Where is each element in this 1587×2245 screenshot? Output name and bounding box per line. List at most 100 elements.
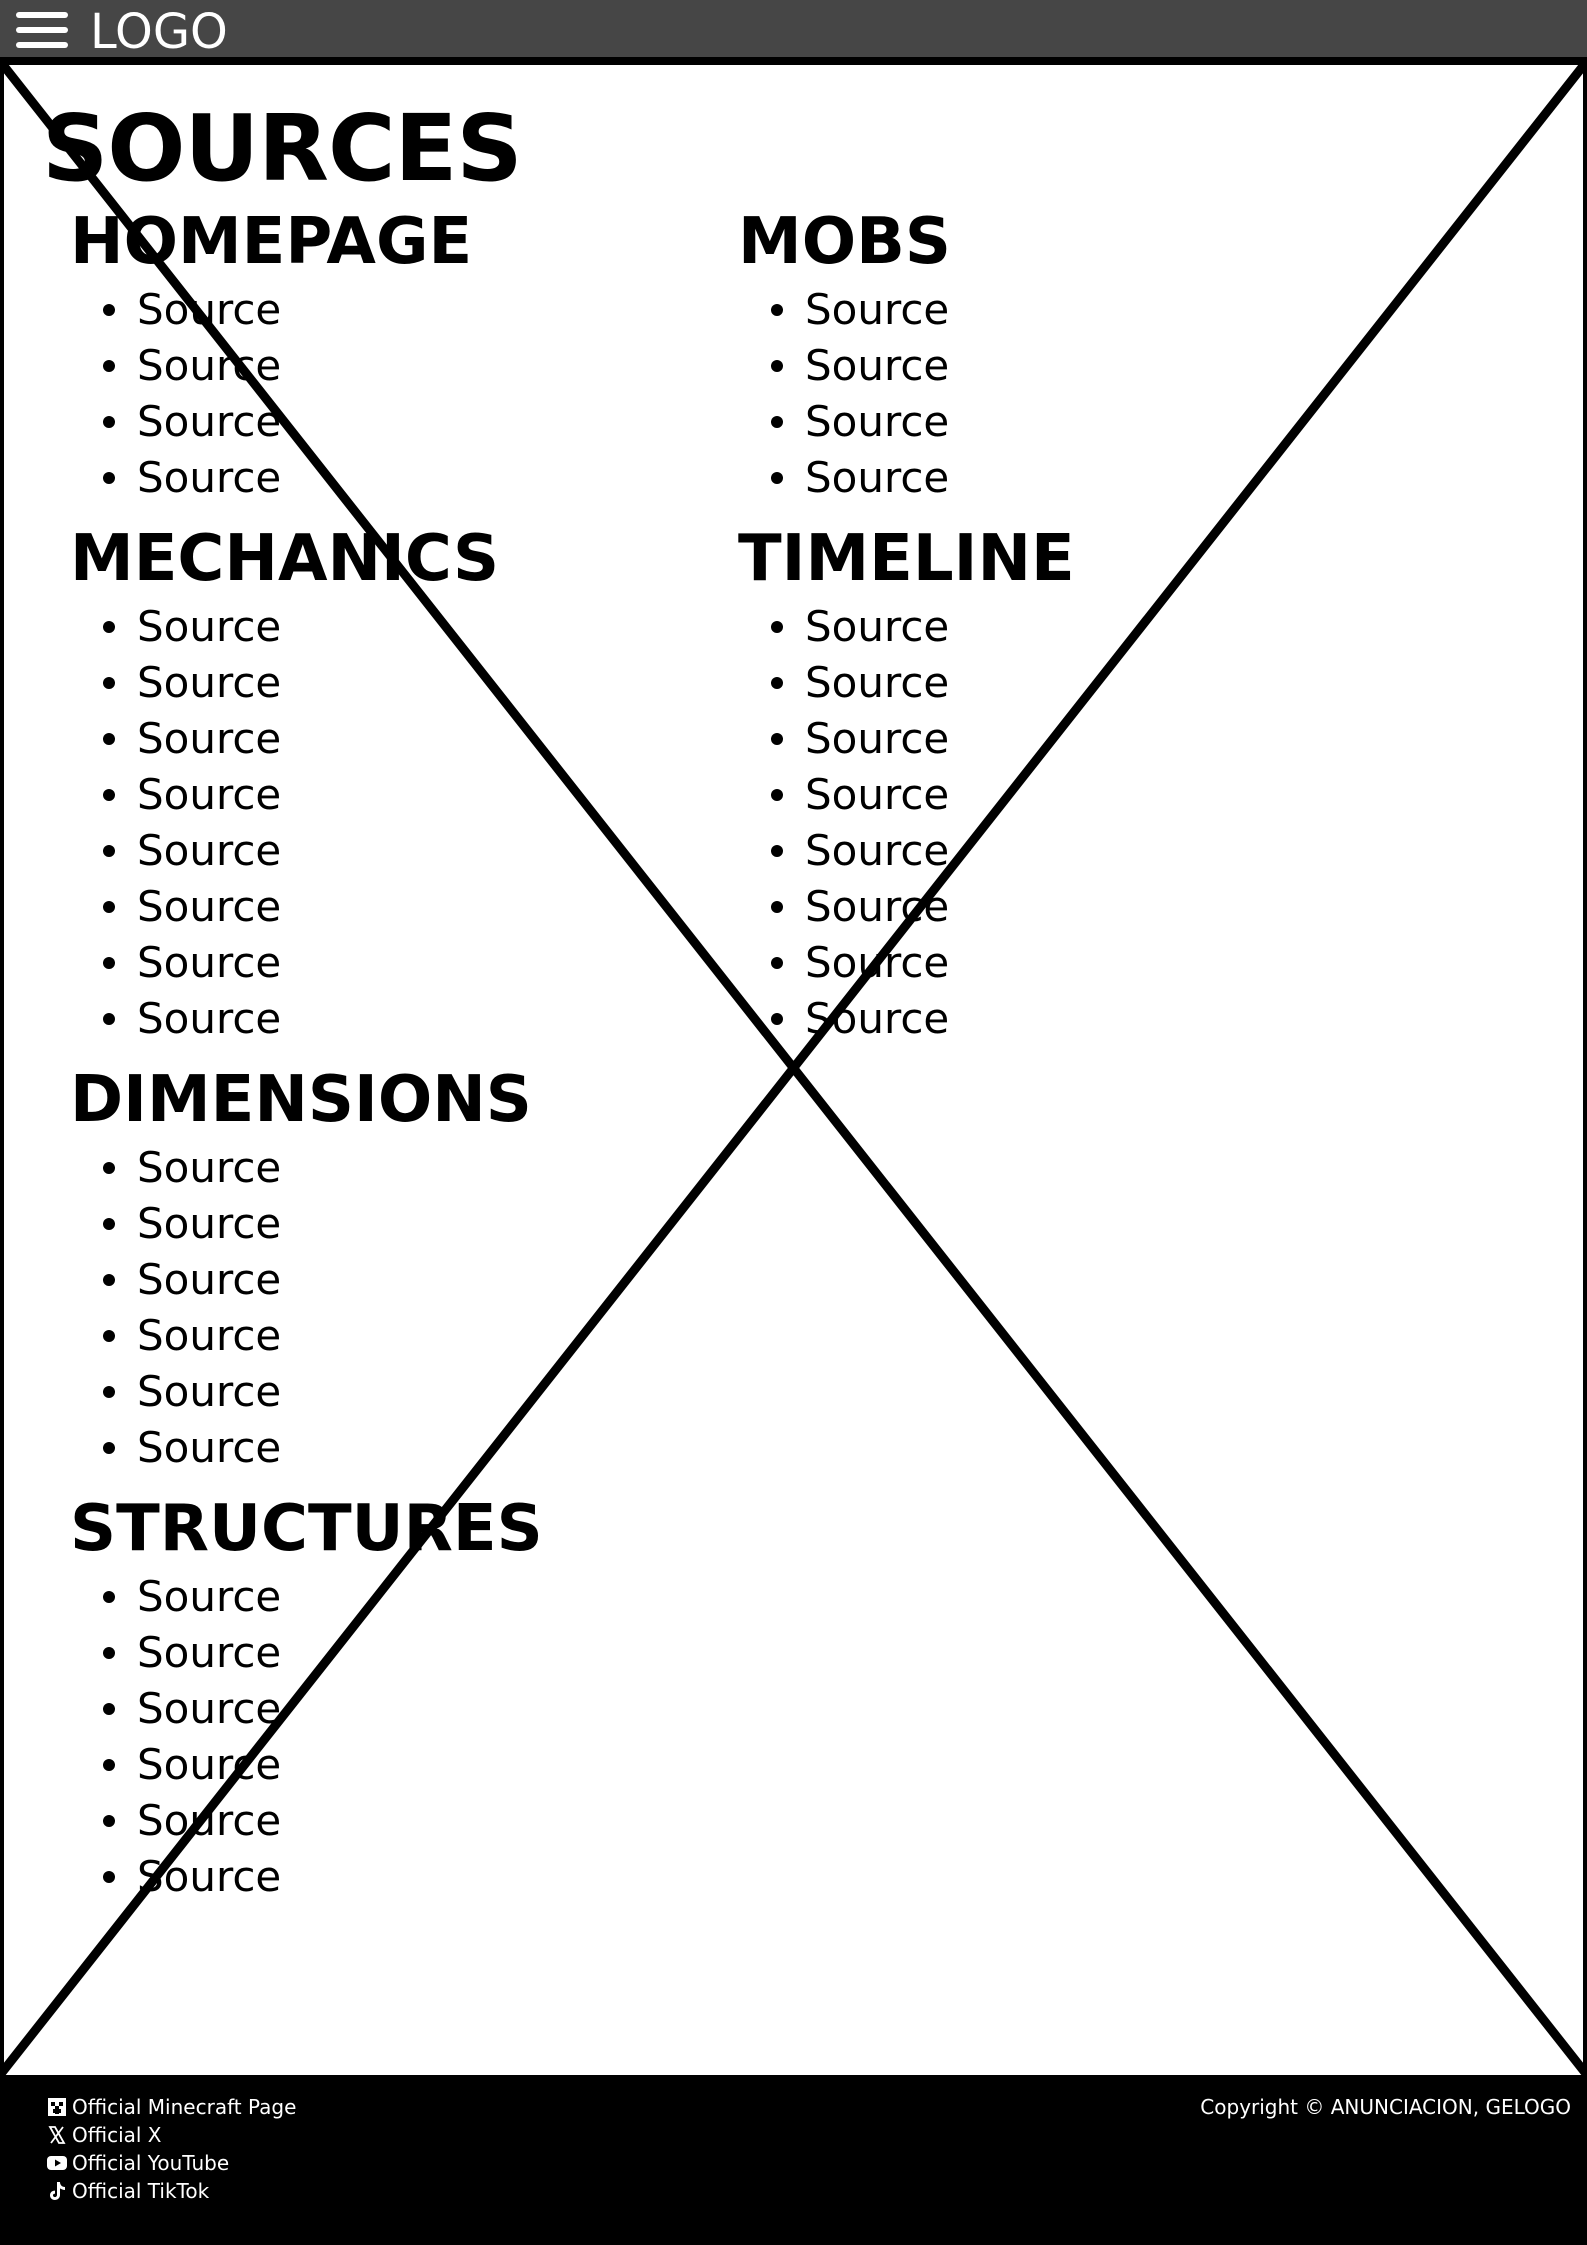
footer-link-youtube[interactable]: Official YouTube (46, 2149, 296, 2177)
source-link[interactable]: Source (137, 397, 282, 446)
source-list: Source Source Source Source Source Sourc… (70, 1569, 543, 1905)
list-item: Source (70, 1681, 543, 1737)
section-mobs: MOBS Source Source Source Source (738, 204, 951, 506)
footer-link-x[interactable]: Official X (46, 2121, 296, 2149)
section-dimensions: DIMENSIONS Source Source Source Source S… (70, 1062, 532, 1476)
source-link[interactable]: Source (805, 770, 950, 819)
source-link[interactable]: Source (805, 658, 950, 707)
hamburger-menu-icon[interactable] (16, 10, 68, 50)
source-link[interactable]: Source (805, 602, 950, 651)
section-heading: MOBS (738, 205, 951, 279)
footer-link-label: Official TikTok (72, 2179, 210, 2203)
list-item: Source (70, 450, 472, 506)
source-link[interactable]: Source (137, 714, 282, 763)
footer-link-label: Official YouTube (72, 2151, 230, 2175)
list-item: Source (70, 394, 472, 450)
tiktok-icon (50, 2182, 65, 2200)
source-link[interactable]: Source (137, 1628, 282, 1677)
list-item: Source (70, 1196, 532, 1252)
source-link[interactable]: Source (137, 658, 282, 707)
list-item: Source (738, 711, 1075, 767)
source-link[interactable]: Source (805, 994, 950, 1043)
x-icon (48, 2126, 66, 2144)
source-link[interactable]: Source (137, 453, 282, 502)
list-item: Source (70, 338, 472, 394)
list-item: Source (738, 655, 1075, 711)
source-link[interactable]: Source (805, 938, 950, 987)
list-item: Source (70, 1364, 532, 1420)
youtube-icon (47, 2156, 67, 2170)
source-list: Source Source Source Source Source Sourc… (738, 599, 1075, 1047)
list-item: Source (70, 655, 499, 711)
source-link[interactable]: Source (805, 714, 950, 763)
footer-links: Official Minecraft Page Official X Offic… (46, 2093, 296, 2205)
footer-link-label: Official Minecraft Page (72, 2095, 297, 2119)
list-item: Source (70, 1252, 532, 1308)
list-item: Source (738, 282, 951, 338)
source-link[interactable]: Source (137, 1311, 282, 1360)
list-item: Source (70, 935, 499, 991)
section-heading: DIMENSIONS (70, 1063, 532, 1137)
source-link[interactable]: Source (137, 341, 282, 390)
source-link[interactable]: Source (137, 1740, 282, 1789)
source-link[interactable]: Source (805, 341, 950, 390)
source-link[interactable]: Source (137, 1255, 282, 1304)
footer-link-minecraft[interactable]: Official Minecraft Page (46, 2093, 296, 2121)
list-item: Source (738, 338, 951, 394)
source-list: Source Source Source Source (70, 282, 472, 506)
list-item: Source (70, 1420, 532, 1476)
list-item: Source (738, 879, 1075, 935)
list-item: Source (70, 1625, 543, 1681)
source-link[interactable]: Source (137, 1572, 282, 1621)
footer-link-label: Official X (72, 2123, 162, 2147)
list-item: Source (70, 1308, 532, 1364)
source-link[interactable]: Source (137, 1852, 282, 1901)
source-list: Source Source Source Source Source Sourc… (70, 1140, 532, 1476)
section-homepage: HOMEPAGE Source Source Source Source (70, 204, 472, 506)
footer-link-tiktok[interactable]: Official TikTok (46, 2177, 296, 2205)
source-link[interactable]: Source (137, 1684, 282, 1733)
source-link[interactable]: Source (805, 882, 950, 931)
source-link[interactable]: Source (805, 826, 950, 875)
list-item: Source (70, 879, 499, 935)
source-link[interactable]: Source (137, 1423, 282, 1472)
list-item: Source (70, 711, 499, 767)
list-item: Source (738, 991, 1075, 1047)
placeholder-cross-lines (0, 61, 1587, 2075)
list-item: Source (738, 767, 1075, 823)
source-link[interactable]: Source (137, 1367, 282, 1416)
site-logo[interactable]: LOGO (90, 4, 228, 60)
site-footer: Official Minecraft Page Official X Offic… (0, 2075, 1587, 2245)
minecraft-icon (48, 2098, 66, 2116)
source-link[interactable]: Source (137, 1199, 282, 1248)
list-item: Source (738, 599, 1075, 655)
source-link[interactable]: Source (137, 826, 282, 875)
source-link[interactable]: Source (137, 602, 282, 651)
source-list: Source Source Source Source Source Sourc… (70, 599, 499, 1047)
top-navigation-bar: LOGO (0, 0, 1587, 61)
page-title: SOURCES (42, 95, 523, 202)
source-link[interactable]: Source (137, 285, 282, 334)
list-item: Source (738, 450, 951, 506)
section-mechanics: MECHANICS Source Source Source Source So… (70, 521, 499, 1047)
source-list: Source Source Source Source (738, 282, 951, 506)
source-link[interactable]: Source (137, 938, 282, 987)
source-link[interactable]: Source (805, 285, 950, 334)
list-item: Source (70, 991, 499, 1047)
source-link[interactable]: Source (805, 397, 950, 446)
source-link[interactable]: Source (137, 994, 282, 1043)
section-heading: TIMELINE (738, 522, 1075, 596)
source-link[interactable]: Source (137, 882, 282, 931)
source-link[interactable]: Source (137, 770, 282, 819)
section-heading: MECHANICS (70, 522, 500, 596)
source-link[interactable]: Source (137, 1143, 282, 1192)
section-structures: STRUCTURES Source Source Source Source S… (70, 1491, 543, 1905)
list-item: Source (70, 1140, 532, 1196)
source-link[interactable]: Source (137, 1796, 282, 1845)
list-item: Source (70, 599, 499, 655)
list-item: Source (738, 823, 1075, 879)
section-heading: HOMEPAGE (70, 205, 473, 279)
section-heading: STRUCTURES (70, 1492, 543, 1566)
list-item: Source (738, 935, 1075, 991)
source-link[interactable]: Source (805, 453, 950, 502)
